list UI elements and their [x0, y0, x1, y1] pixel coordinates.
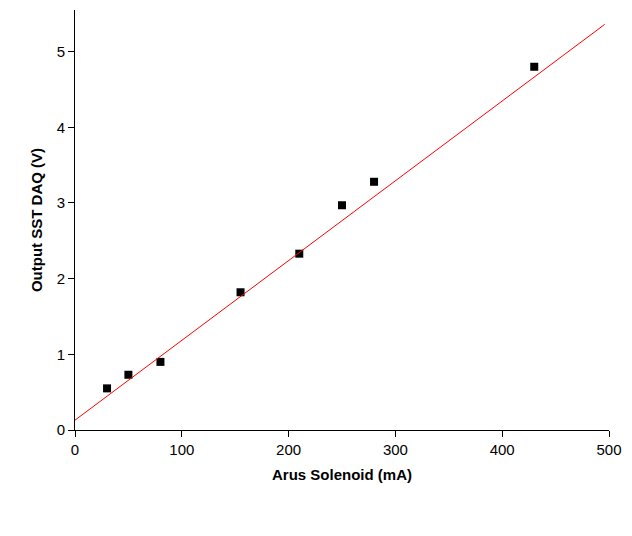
- svg-text:500: 500: [596, 441, 621, 458]
- svg-text:0: 0: [57, 421, 65, 438]
- svg-text:2: 2: [57, 270, 65, 287]
- svg-text:4: 4: [57, 119, 65, 136]
- svg-text:Arus Solenoid (mA): Arus Solenoid (mA): [272, 466, 412, 483]
- svg-text:1: 1: [57, 346, 65, 363]
- svg-text:Output SST DAQ (V): Output SST DAQ (V): [28, 148, 45, 292]
- svg-text:5: 5: [57, 43, 65, 60]
- svg-text:3: 3: [57, 194, 65, 211]
- svg-text:0: 0: [71, 441, 79, 458]
- svg-text:300: 300: [383, 441, 408, 458]
- svg-text:200: 200: [276, 441, 301, 458]
- svg-text:100: 100: [169, 441, 194, 458]
- svg-text:400: 400: [490, 441, 515, 458]
